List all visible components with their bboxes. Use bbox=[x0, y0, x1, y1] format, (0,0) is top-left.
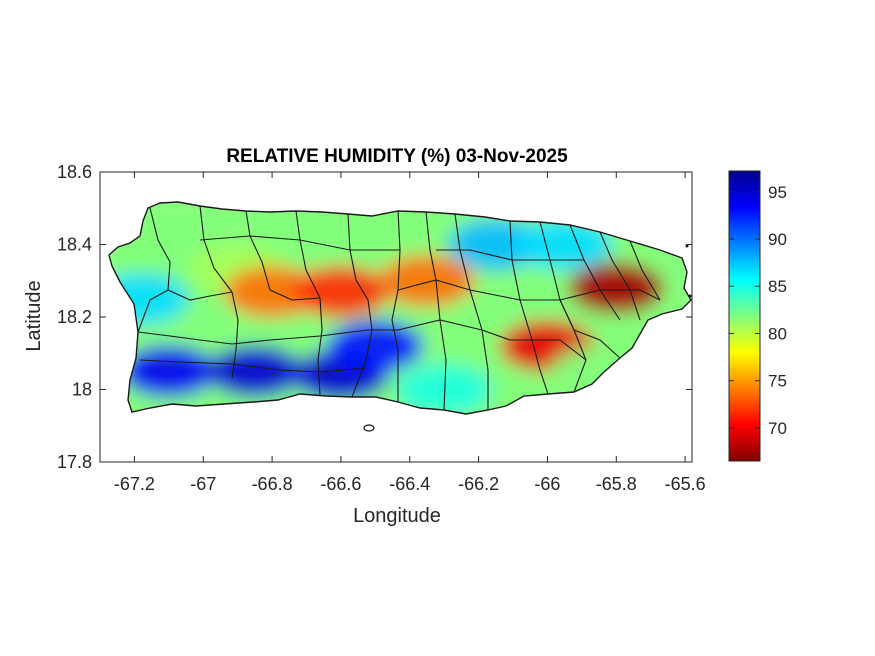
municipal-border bbox=[481, 329, 587, 361]
municipal-border bbox=[347, 213, 369, 301]
field-sample bbox=[516, 218, 613, 271]
colorbar-ticks: 70 75 80 85 90 95 bbox=[729, 183, 787, 438]
field-sample bbox=[568, 262, 665, 314]
caja-de-muertos-islet bbox=[363, 424, 375, 432]
municipal-border bbox=[245, 210, 271, 291]
humidity-field bbox=[109, 202, 691, 414]
east-islet bbox=[685, 244, 689, 248]
y-tick-label: 18 bbox=[72, 380, 92, 400]
colorbar-tick-label: 90 bbox=[768, 230, 787, 249]
field-sample bbox=[206, 345, 303, 398]
x-tick-label: -66.8 bbox=[252, 474, 293, 494]
y-tick-label: 18.6 bbox=[57, 162, 92, 182]
field-sample bbox=[396, 363, 493, 414]
municipal-border bbox=[599, 231, 641, 321]
municipal-border bbox=[509, 220, 549, 395]
x-tick-label: -66.6 bbox=[320, 474, 361, 494]
offshore-islets bbox=[363, 244, 692, 432]
municipal-border bbox=[397, 279, 521, 301]
municipal-border bbox=[425, 211, 447, 411]
colorbar-tick-label: 80 bbox=[768, 324, 787, 343]
municipal-border bbox=[269, 289, 321, 301]
x-tick-label: -65.8 bbox=[596, 474, 637, 494]
x-tick-label: -66 bbox=[534, 474, 560, 494]
east-islet bbox=[688, 294, 692, 298]
x-axis: -67.2 -67 -66.8 -66.6 -66.4 -66.2 -66 -65.8 -65.… bbox=[114, 172, 706, 494]
municipal-border bbox=[436, 249, 584, 261]
municipal-border bbox=[569, 224, 621, 321]
municipal-border bbox=[149, 207, 171, 291]
colorbar bbox=[728, 170, 761, 462]
municipal-border bbox=[629, 240, 661, 301]
x-tick-label: -67 bbox=[190, 474, 216, 494]
y-tick-label: 18.4 bbox=[57, 235, 92, 255]
y-axis: 17.8 18 18.2 18.4 18.6 bbox=[57, 162, 692, 472]
municipal-border bbox=[295, 210, 321, 299]
y-axis-label: Latitude bbox=[23, 280, 45, 351]
x-tick-label: -67.2 bbox=[114, 474, 155, 494]
field-sample bbox=[120, 345, 217, 398]
municipal-border bbox=[167, 289, 233, 301]
municipal-border bbox=[199, 205, 233, 293]
municipal-border bbox=[317, 297, 323, 397]
field-sample bbox=[378, 254, 475, 307]
y-tick-label: 18.2 bbox=[57, 307, 92, 327]
municipal-border bbox=[520, 289, 661, 301]
colorbar-tick-label: 85 bbox=[768, 277, 787, 296]
x-tick-label: -65.6 bbox=[665, 474, 706, 494]
x-tick-label: -66.2 bbox=[458, 474, 499, 494]
field-sample bbox=[292, 265, 389, 318]
field-sample bbox=[327, 320, 424, 372]
municipal-border bbox=[559, 299, 621, 359]
field-sample bbox=[447, 218, 544, 271]
y-tick-label: 17.8 bbox=[57, 452, 92, 472]
municipal-border bbox=[351, 299, 373, 398]
municipal-border bbox=[391, 210, 401, 402]
municipal-border bbox=[199, 235, 400, 251]
municipal-border bbox=[137, 319, 483, 345]
island-coastline bbox=[108, 201, 692, 415]
field-sample bbox=[224, 265, 321, 318]
x-tick-label: -66.4 bbox=[389, 474, 430, 494]
municipal-border bbox=[454, 213, 489, 410]
chart-title: RELATIVE HUMIDITY (%) 03-Nov-2025 bbox=[226, 146, 568, 167]
municipal-border bbox=[137, 289, 169, 333]
colorbar-tick-label: 75 bbox=[768, 372, 787, 391]
colorbar-tick-label: 95 bbox=[768, 183, 787, 202]
municipal-boundaries bbox=[137, 205, 661, 411]
colorbar-tick-label: 70 bbox=[768, 419, 787, 438]
x-axis-label: Longitude bbox=[353, 505, 441, 527]
municipal-border bbox=[139, 359, 367, 373]
